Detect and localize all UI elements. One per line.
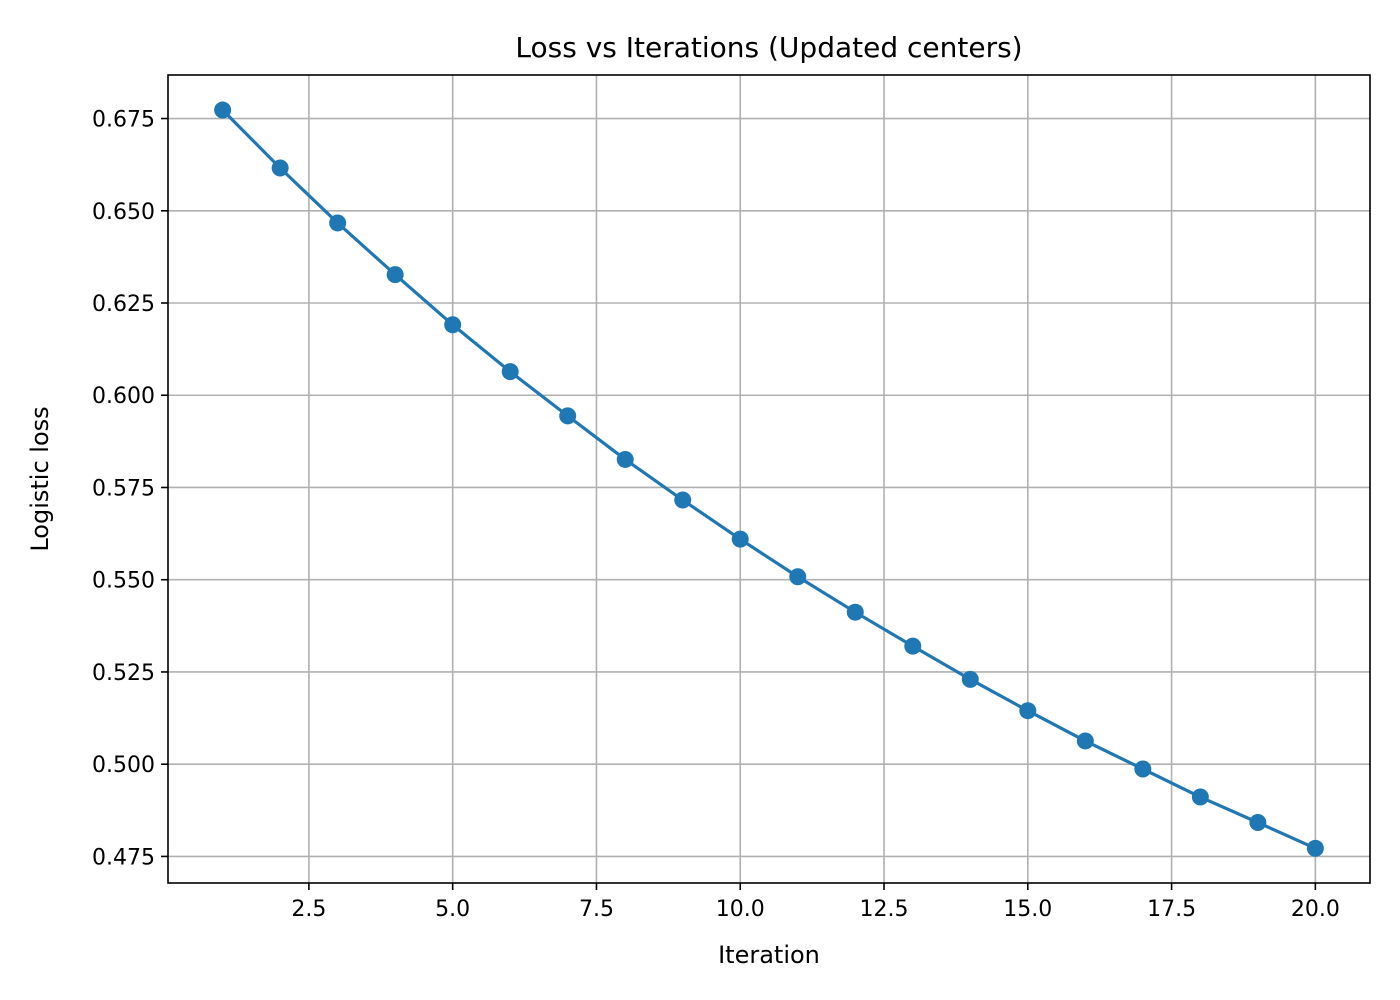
data-point xyxy=(731,530,749,548)
x-tick-label: 20.0 xyxy=(1291,897,1340,922)
x-tick-label: 12.5 xyxy=(860,897,909,922)
data-point xyxy=(961,670,979,688)
y-tick-label: 0.650 xyxy=(92,200,155,225)
x-axis-label: Iteration xyxy=(718,941,820,969)
data-point xyxy=(1134,760,1152,778)
data-point xyxy=(904,637,922,655)
grid xyxy=(168,75,1370,883)
plot-area-background xyxy=(168,75,1370,883)
y-tick-label: 0.575 xyxy=(92,476,155,501)
y-tick-label: 0.600 xyxy=(92,384,155,409)
x-tick-label: 2.5 xyxy=(291,897,326,922)
data-point xyxy=(329,214,347,232)
data-point xyxy=(846,603,864,621)
data-series xyxy=(214,101,1324,857)
y-tick-label: 0.500 xyxy=(92,753,155,778)
data-point xyxy=(1076,732,1094,750)
data-point xyxy=(1191,788,1209,806)
y-tick-label: 0.550 xyxy=(92,569,155,594)
y-axis-label: Logistic loss xyxy=(26,406,54,551)
data-point xyxy=(1019,702,1037,720)
chart-title: Loss vs Iterations (Updated centers) xyxy=(515,31,1022,64)
x-tick-label: 17.5 xyxy=(1147,897,1196,922)
x-tick-label: 10.0 xyxy=(716,897,765,922)
data-point xyxy=(386,266,404,284)
x-tick-label: 7.5 xyxy=(579,897,614,922)
y-tick-label: 0.625 xyxy=(92,292,155,317)
y-tick-label: 0.675 xyxy=(92,108,155,133)
data-point xyxy=(559,407,577,425)
data-point xyxy=(789,568,807,586)
y-tick-label: 0.475 xyxy=(92,845,155,870)
data-point xyxy=(271,159,289,177)
data-point xyxy=(1306,839,1324,857)
axes-frame xyxy=(167,74,1371,884)
data-point xyxy=(674,491,692,509)
data-point xyxy=(501,363,519,381)
y-tick-label: 0.525 xyxy=(92,661,155,686)
x-axis: 2.5 5.0 7.5 10.0 12.5 15.0 17.5 20.0 xyxy=(291,883,1340,922)
data-point xyxy=(616,450,634,468)
data-point xyxy=(1249,813,1267,831)
x-tick-label: 5.0 xyxy=(435,897,470,922)
series-line xyxy=(221,108,1317,850)
data-point xyxy=(444,316,462,334)
data-point xyxy=(214,101,232,119)
x-tick-label: 15.0 xyxy=(1003,897,1052,922)
y-axis: 0.475 0.500 0.525 0.550 0.575 0.600 0.625 0.650… xyxy=(92,108,168,870)
